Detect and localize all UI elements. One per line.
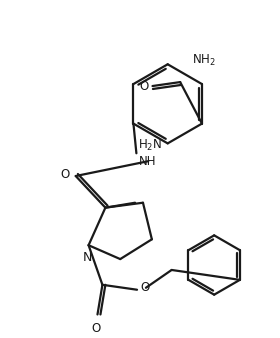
Text: O: O [139,79,149,93]
Text: N: N [83,251,92,264]
Text: NH: NH [138,155,156,168]
Text: H$_2$N: H$_2$N [137,138,162,153]
Text: O: O [140,281,149,294]
Text: O: O [60,168,70,180]
Text: NH$_2$: NH$_2$ [192,53,216,68]
Text: O: O [91,322,100,335]
